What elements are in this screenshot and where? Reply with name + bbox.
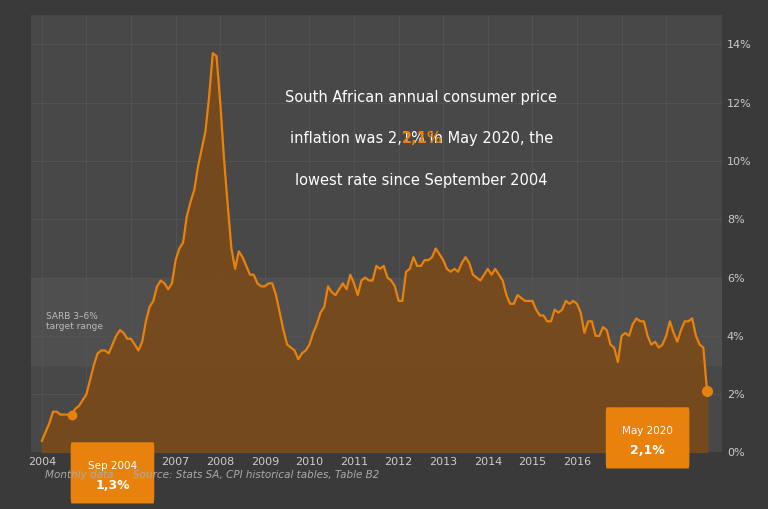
FancyBboxPatch shape (71, 442, 154, 503)
Text: May 2020: May 2020 (622, 427, 673, 437)
Text: 2,1%: 2,1% (631, 444, 665, 457)
FancyBboxPatch shape (606, 407, 690, 468)
Bar (31, 277, 722, 365)
Text: 1,3%: 1,3% (95, 478, 130, 492)
Text: SARB 3–6%
target range: SARB 3–6% target range (45, 312, 103, 331)
Text: 2,1%: 2,1% (402, 131, 442, 146)
Text: inflation was 2,1% in May 2020, the: inflation was 2,1% in May 2020, the (290, 131, 553, 146)
Text: South African annual consumer price: South African annual consumer price (285, 90, 558, 104)
Text: Monthly data      Source: Stats SA, CPI historical tables, Table B2: Monthly data Source: Stats SA, CPI histo… (45, 470, 379, 480)
Text: lowest rate since September 2004: lowest rate since September 2004 (295, 173, 548, 188)
Text: Sep 2004: Sep 2004 (88, 462, 137, 471)
